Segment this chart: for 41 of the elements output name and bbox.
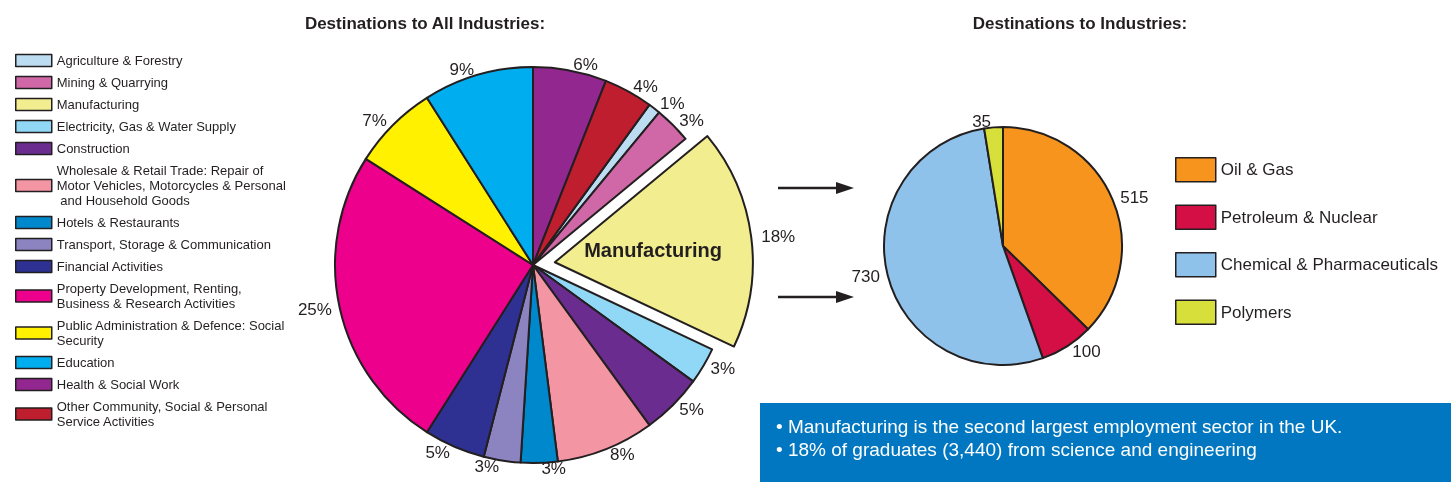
chart-title: Destinations to All Industries:: [304, 14, 546, 33]
legend-label: Polymers: [1220, 302, 1292, 322]
data-label: 3%: [710, 359, 736, 379]
legend-label: Mining & Quarrying: [56, 75, 169, 90]
legend-label: Transport, Storage & Communication: [56, 237, 271, 252]
data-label: 515: [1120, 188, 1149, 208]
data-label: 3%: [541, 459, 566, 479]
legend-label: Agriculture & Forestry: [56, 53, 183, 68]
legend-label: Financial Activities: [56, 259, 164, 274]
legend-label: Public Administration & Defence: Social Security: [56, 318, 288, 348]
legend-label: Wholesale & Retail Trade: Repair of Motor Vehicles, Motorcycles & Personal and Household Goods: [56, 163, 286, 208]
legend-label: Education: [56, 355, 115, 370]
legend-label: Chemical & Pharmaceuticals: [1220, 255, 1439, 275]
text: • 18% of graduates (3,440) from science and engineering: [776, 438, 1258, 461]
legend-label: Property Development, Renting, Business & Research Activities: [56, 281, 246, 311]
data-label: 5%: [679, 399, 704, 419]
data-label: 6%: [573, 55, 598, 75]
slice-label: Manufacturing: [584, 238, 722, 261]
legend-label: Electricity, Gas & Water Supply: [56, 119, 237, 134]
data-label: 4%: [633, 76, 658, 96]
data-label: 1%: [660, 94, 685, 114]
text: • Manufacturing is the second largest employment sector in the UK.: [776, 415, 1344, 438]
legend-label: Manufacturing: [56, 97, 140, 112]
chart-title: Destinations to Industries:: [972, 14, 1188, 33]
data-label: 35: [972, 111, 992, 131]
data-label: 8%: [610, 445, 635, 465]
legend-label: Petroleum & Nuclear: [1220, 207, 1378, 227]
data-label: 25%: [297, 300, 332, 319]
legend-label: Construction: [56, 141, 130, 156]
legend-label: Hotels & Restaurants: [56, 215, 181, 230]
legend-label: Oil & Gas: [1220, 160, 1294, 180]
data-label: 730: [851, 267, 880, 287]
legend-label: Health & Social Work: [56, 377, 180, 392]
data-label: 5%: [425, 442, 450, 462]
data-label: 7%: [362, 111, 387, 131]
data-label: 18%: [761, 226, 796, 246]
data-label: 100: [1072, 341, 1101, 361]
data-label: 9%: [449, 59, 475, 79]
data-label: 3%: [679, 111, 704, 131]
data-label: 3%: [474, 456, 500, 476]
legend-label: Other Community, Social & Personal Service Activities: [56, 399, 272, 429]
